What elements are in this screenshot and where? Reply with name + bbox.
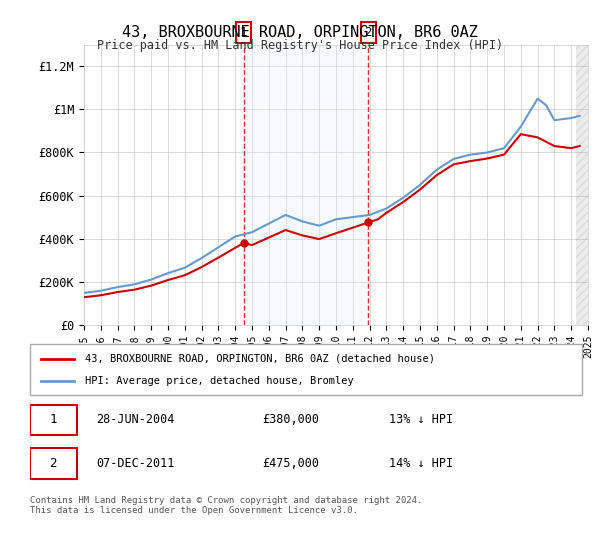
Text: 2: 2 xyxy=(49,457,57,470)
Text: 1: 1 xyxy=(49,413,57,426)
Text: Contains HM Land Registry data © Crown copyright and database right 2024.
This d: Contains HM Land Registry data © Crown c… xyxy=(30,496,422,515)
Text: 14% ↓ HPI: 14% ↓ HPI xyxy=(389,457,453,470)
Text: 43, BROXBOURNE ROAD, ORPINGTON, BR6 0AZ (detached house): 43, BROXBOURNE ROAD, ORPINGTON, BR6 0AZ … xyxy=(85,353,435,363)
Text: 13% ↓ HPI: 13% ↓ HPI xyxy=(389,413,453,426)
Text: HPI: Average price, detached house, Bromley: HPI: Average price, detached house, Brom… xyxy=(85,376,354,386)
Text: 43, BROXBOURNE ROAD, ORPINGTON, BR6 0AZ: 43, BROXBOURNE ROAD, ORPINGTON, BR6 0AZ xyxy=(122,25,478,40)
Bar xyxy=(244,45,368,325)
Text: 1: 1 xyxy=(240,26,247,39)
FancyBboxPatch shape xyxy=(30,344,582,395)
Bar xyxy=(576,45,588,325)
Text: Price paid vs. HM Land Registry's House Price Index (HPI): Price paid vs. HM Land Registry's House … xyxy=(97,39,503,52)
Text: 07-DEC-2011: 07-DEC-2011 xyxy=(96,457,175,470)
Text: 2: 2 xyxy=(365,26,372,39)
FancyBboxPatch shape xyxy=(30,405,77,435)
FancyBboxPatch shape xyxy=(30,448,77,478)
Text: £475,000: £475,000 xyxy=(262,457,319,470)
Text: 28-JUN-2004: 28-JUN-2004 xyxy=(96,413,175,426)
Text: £380,000: £380,000 xyxy=(262,413,319,426)
